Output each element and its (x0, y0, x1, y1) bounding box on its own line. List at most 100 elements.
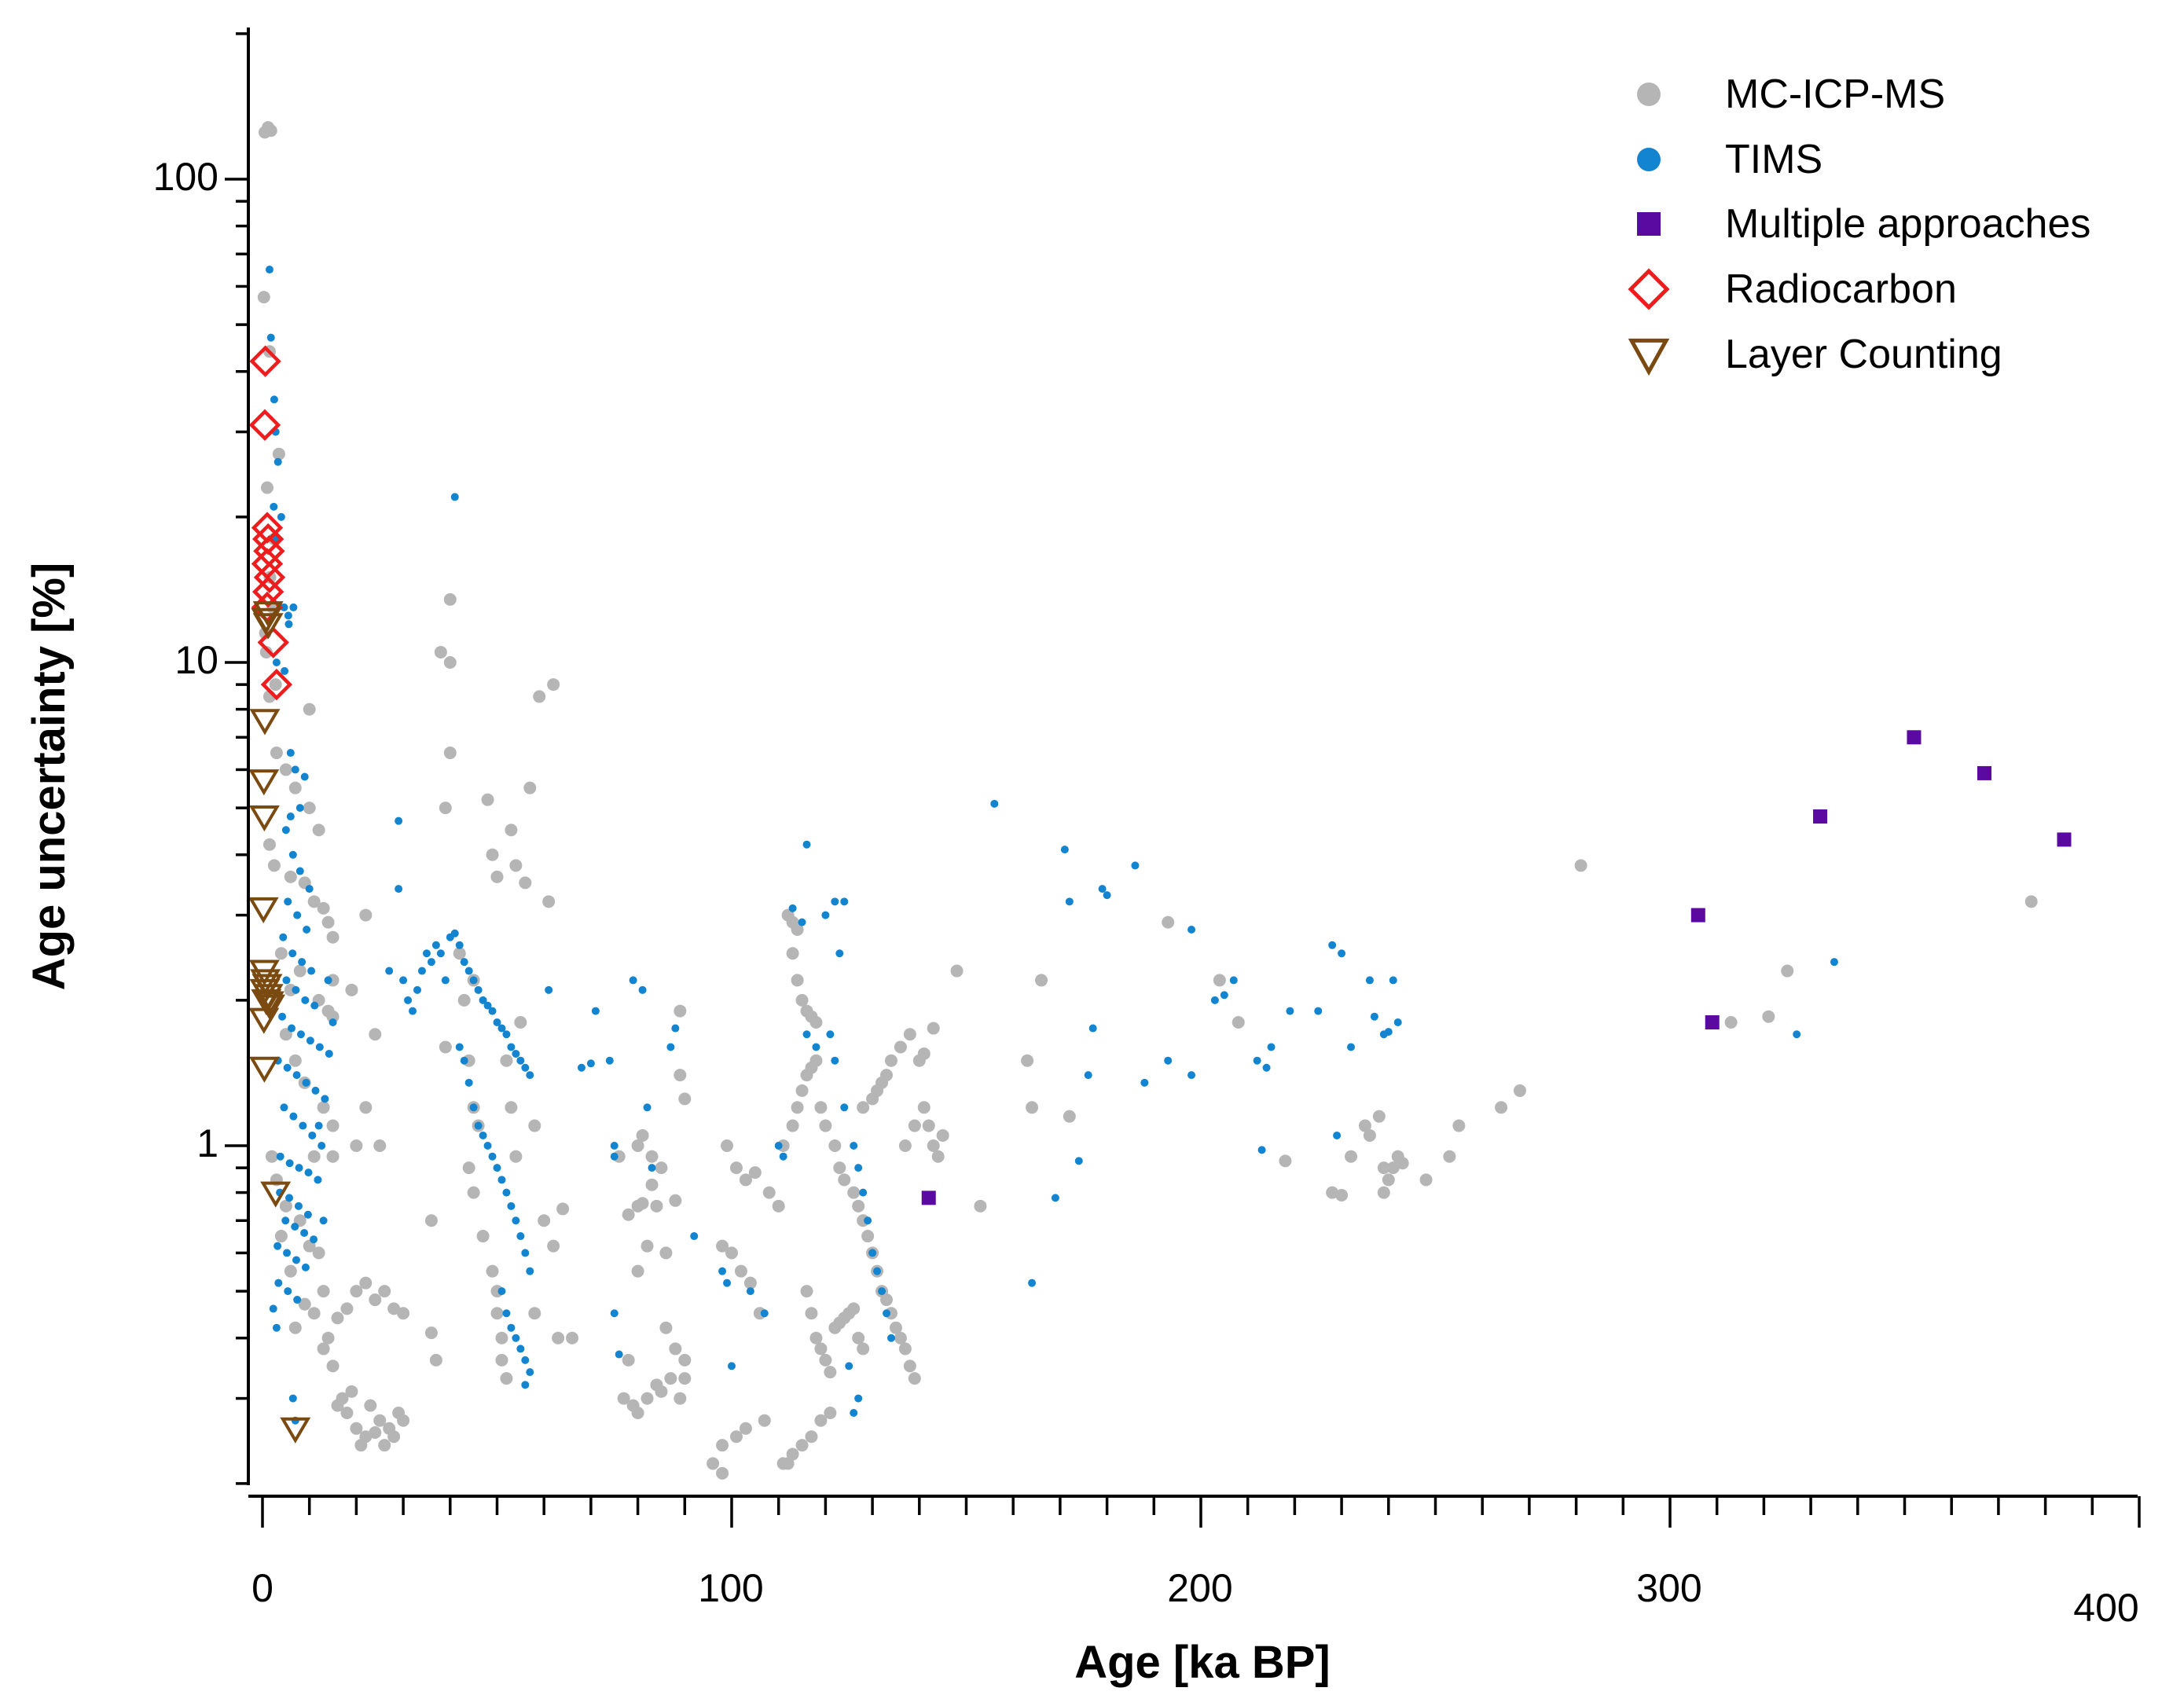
data-point-tims (1347, 1043, 1356, 1051)
data-point-mc-icp-ms (894, 1040, 907, 1054)
data-point-mc-icp-ms (443, 593, 457, 606)
data-point-mc-icp-ms (1372, 1110, 1386, 1123)
data-point-mc-icp-ms (284, 870, 297, 883)
data-point-mc-icp-ms (650, 1199, 663, 1213)
data-point-mc-icp-ms (274, 947, 288, 960)
data-point-mc-icp-ms (936, 1128, 949, 1142)
data-point-tims (302, 1078, 310, 1087)
data-point-tims (293, 1296, 302, 1304)
data-point-multiple-approaches (1813, 809, 1828, 824)
legend: MC-ICP-MS TIMS Multiple approaches Radio… (1628, 72, 2090, 377)
data-point-mc-icp-ms (364, 1399, 377, 1412)
data-point-tims (464, 1078, 473, 1087)
data-point-tims (292, 1071, 301, 1080)
legend-swatch-square (1637, 212, 1661, 236)
data-point-tims (273, 457, 282, 466)
legend-label-tims: TIMS (1725, 137, 1822, 182)
data-point-tims (718, 1267, 727, 1275)
data-point-mc-icp-ms (833, 1161, 846, 1175)
x-tick-label-300: 300 (1636, 1566, 1701, 1610)
data-point-mc-icp-ms (260, 481, 273, 494)
data-point-mc-icp-ms (889, 1321, 902, 1334)
data-point-mc-icp-ms (490, 870, 504, 883)
series-tims (265, 266, 1838, 1425)
data-point-mc-icp-ms (903, 1028, 916, 1041)
data-point-mc-icp-ms (917, 1047, 930, 1060)
data-point-tims (274, 1279, 283, 1287)
data-point-tims (479, 996, 487, 1004)
data-point-tims (292, 985, 300, 994)
data-point-tims (270, 502, 278, 511)
data-point-tims (507, 1043, 516, 1051)
data-point-tims (493, 1018, 501, 1027)
data-point-tims (284, 611, 292, 620)
data-point-tims (1333, 1131, 1342, 1139)
data-point-tims (427, 958, 435, 967)
data-point-mc-icp-ms (490, 1307, 504, 1320)
data-point-layer-counting (252, 613, 284, 640)
data-point-radiocarbon (260, 668, 293, 701)
data-point-tims (305, 885, 314, 893)
data-point-mc-icp-ms (505, 824, 518, 837)
data-point-tims (648, 1164, 656, 1172)
data-point-mc-icp-ms (791, 1101, 804, 1114)
data-point-tims (310, 1001, 319, 1010)
data-point-mc-icp-ms (345, 1385, 358, 1398)
y-tick-label-1: 1 (196, 1121, 218, 1165)
data-point-mc-icp-ms (307, 1150, 321, 1163)
data-point-tims (280, 1103, 288, 1112)
x-tick-label-100: 100 (698, 1566, 763, 1610)
data-point-tims (269, 1304, 277, 1313)
data-point-mc-icp-ms (898, 1342, 912, 1356)
data-point-mc-icp-ms (729, 1161, 743, 1175)
data-point-tims (460, 958, 468, 967)
data-point-mc-icp-ms (880, 1293, 894, 1307)
data-point-tims (265, 266, 273, 274)
data-point-mc-icp-ms (1386, 1161, 1400, 1175)
data-point-mc-icp-ms (443, 747, 457, 760)
data-point-tims (314, 1176, 322, 1184)
data-point-mc-icp-ms (443, 656, 457, 669)
data-point-tims (422, 949, 431, 958)
legend-label-mc-icp-ms: MC-ICP-MS (1725, 72, 1945, 117)
data-point-mc-icp-ms (1382, 1173, 1395, 1187)
data-point-multiple-approaches (1690, 908, 1705, 923)
data-point-mc-icp-ms (800, 1285, 813, 1298)
data-point-mc-icp-ms (1377, 1161, 1390, 1175)
data-point-tims (493, 1164, 501, 1172)
data-point-mc-icp-ms (758, 1414, 771, 1427)
data-point-mc-icp-ms (453, 947, 466, 960)
series-mc-icp-ms (257, 121, 2038, 1480)
data-point-tims (289, 1112, 298, 1121)
data-point-mc-icp-ms (1063, 1110, 1076, 1123)
data-point-tims (1389, 976, 1397, 985)
x-axis-title: Age [ka BP] (1074, 1637, 1331, 1688)
data-point-mc-icp-ms (884, 1054, 897, 1067)
legend-swatch-diamond (1628, 268, 1670, 310)
data-point-mc-icp-ms (326, 1010, 340, 1023)
y-axis-title: Age uncertainty [%] (24, 563, 75, 991)
data-point-tims (291, 1223, 299, 1231)
data-point-tims (464, 967, 473, 975)
data-point-mc-icp-ms (1724, 1016, 1738, 1029)
data-point-mc-icp-ms (950, 964, 964, 978)
data-point-tims (281, 1216, 290, 1225)
data-point-mc-icp-ms (439, 802, 452, 815)
data-point-tims (488, 1152, 497, 1161)
data-point-mc-icp-ms (659, 1246, 673, 1260)
data-point-mc-icp-ms (312, 1246, 325, 1260)
data-point-mc-icp-ms (378, 1285, 391, 1298)
data-point-tims (521, 1381, 530, 1389)
data-point-tims (610, 1142, 618, 1150)
data-point-mc-icp-ms (486, 848, 499, 861)
data-point-mc-icp-ms (397, 1307, 410, 1320)
data-point-tims (272, 659, 281, 666)
data-point-mc-icp-ms (267, 859, 281, 872)
data-point-tims (450, 493, 459, 501)
x-tick-label-200: 200 (1167, 1566, 1232, 1610)
data-point-tims (802, 1030, 811, 1039)
data-point-mc-icp-ms (383, 1422, 396, 1435)
data-point-tims (308, 1131, 317, 1139)
data-point-tims (521, 1249, 530, 1257)
